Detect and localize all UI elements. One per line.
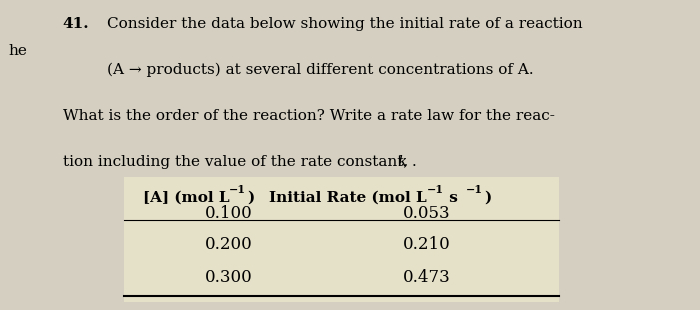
Text: ): ) bbox=[248, 191, 255, 205]
Text: Initial Rate (mol L: Initial Rate (mol L bbox=[269, 191, 426, 205]
Text: 0.100: 0.100 bbox=[205, 205, 253, 222]
Text: −1: −1 bbox=[426, 184, 443, 195]
Text: (A → products) at several different concentrations of A.: (A → products) at several different conc… bbox=[107, 63, 533, 77]
Text: 0.053: 0.053 bbox=[402, 205, 450, 222]
Text: Consider the data below showing the initial rate of a reaction: Consider the data below showing the init… bbox=[107, 17, 582, 31]
Text: .: . bbox=[412, 155, 416, 169]
Text: −1: −1 bbox=[229, 184, 246, 195]
Text: −1: −1 bbox=[466, 184, 483, 195]
Text: 41.: 41. bbox=[62, 17, 89, 31]
Text: 0.200: 0.200 bbox=[205, 236, 253, 253]
Text: k: k bbox=[398, 155, 407, 169]
Text: tion including the value of the rate constant,: tion including the value of the rate con… bbox=[62, 155, 413, 169]
Text: 0.473: 0.473 bbox=[402, 269, 450, 286]
Text: ): ) bbox=[484, 191, 491, 205]
FancyBboxPatch shape bbox=[124, 176, 559, 219]
Text: s: s bbox=[444, 191, 458, 205]
Text: 0.300: 0.300 bbox=[205, 269, 253, 286]
FancyBboxPatch shape bbox=[124, 219, 559, 303]
Text: What is the order of the reaction? Write a rate law for the reac-: What is the order of the reaction? Write… bbox=[62, 109, 554, 123]
Text: he: he bbox=[8, 44, 27, 58]
Text: [A] (mol L: [A] (mol L bbox=[143, 191, 229, 205]
Text: 0.210: 0.210 bbox=[402, 236, 450, 253]
